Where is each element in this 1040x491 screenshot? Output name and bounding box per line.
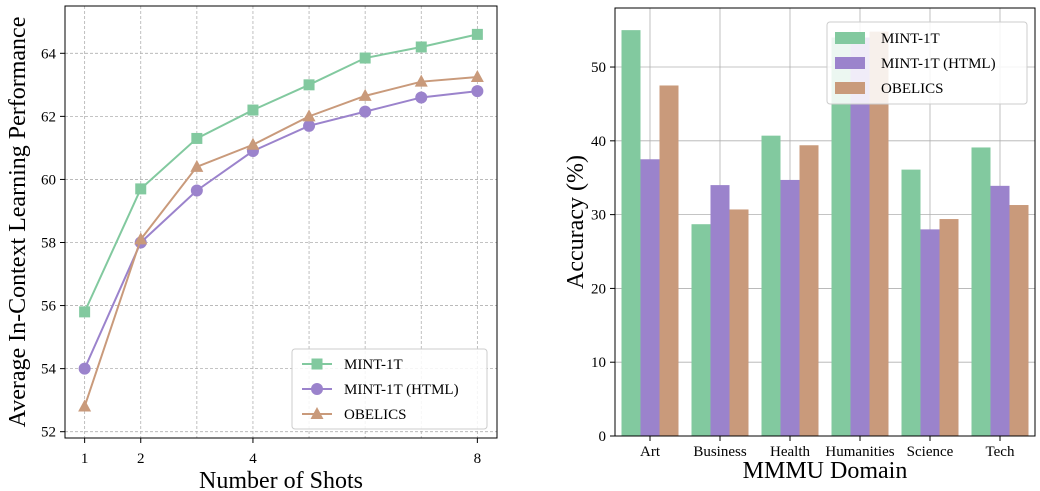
right-bar-series0-business [691,224,711,436]
right-bar-series1-art [640,159,660,436]
left-series-0-point [191,132,203,144]
right-bar-series1-health [780,179,800,436]
left-x-tick-label: 2 [137,451,145,467]
right-bar-series2-business [729,209,749,436]
left-legend-marker-0 [311,358,323,370]
left-series-2-point [246,137,260,150]
left-y-tick-label: 52 [41,425,56,441]
left-y-tick-label: 60 [41,172,56,188]
left-legend: MINT-1T MINT-1T (HTML) OBELICS [291,348,488,430]
bar-chart-mmmu: 0 10 20 30 40 50 Art Business Health Humanities Sc… [563,7,1036,484]
right-plot-frame [614,7,1036,437]
right-bar-series0-health [761,135,781,437]
left-series-1-point [359,105,372,118]
right-bar-series0-science [901,169,921,436]
right-ticks: 0 10 20 30 40 50 Art Business Health Humanities Sc… [591,60,1015,460]
right-legend-label-2: OBELICS [881,81,944,97]
left-series-0-point [135,183,147,195]
left-y-tick-label: 54 [41,362,57,378]
right-x-tick-label: Health [770,444,810,460]
left-ticks: 52 54 56 58 60 62 64 1 2 4 8 [41,46,481,467]
left-series-1-point [415,91,428,104]
right-bar-series2-humanities [869,31,889,436]
right-legend-label-0: MINT-1T [881,31,940,47]
left-y-tick-label: 64 [41,46,57,62]
right-y-tick-label: 0 [599,429,607,445]
right-y-axis-title: Accuracy (%) [563,155,589,289]
left-series-2-point [414,74,428,87]
left-legend-label-2: OBELICS [344,407,407,423]
right-y-tick-label: 50 [591,60,606,76]
left-y-tick-label: 62 [41,109,56,125]
right-y-tick-label: 10 [591,355,606,371]
right-legend-swatch-1 [835,57,865,69]
left-series-2-point [134,232,148,245]
left-series-0-point [415,41,427,53]
right-x-tick-label: Humanities [825,444,894,460]
right-y-tick-label: 40 [591,134,606,150]
left-plot-frame [64,5,498,439]
left-series-2-point [190,159,204,172]
left-series-line-1 [83,90,478,370]
left-x-tick-label: 8 [474,451,482,467]
left-x-tick-label: 1 [81,451,89,467]
right-bar-series0-humanities [831,37,851,436]
left-series-0-point [303,79,315,91]
right-x-tick-label: Tech [986,444,1015,460]
right-bar-series1-science [920,229,940,436]
left-series-line-0 [83,33,478,313]
right-bar-series2-science [939,219,959,436]
right-legend-box [826,21,1028,105]
right-bar-series0-art [621,30,641,436]
right-y-tick-label: 20 [591,281,606,297]
left-y-axis-title: Average In-Context Learning Performance [5,17,31,428]
left-series-1-point [303,119,316,132]
right-bars-group [621,30,1029,437]
right-x-tick-label: Business [693,444,747,460]
left-series-1-point [190,184,203,197]
left-series-2-point [470,69,484,82]
left-legend-box [291,348,488,430]
right-x-axis-title: MMMU Domain [743,458,908,484]
left-series-2-point [78,399,92,412]
right-legend-swatch-2 [835,82,865,94]
line-chart-shots: 52 54 56 58 60 62 64 1 2 4 8 Number of Shots Avera… [5,5,498,491]
left-series-0-point [359,52,371,64]
left-legend-marker-2 [310,407,324,419]
right-legend: MINT-1T MINT-1T (HTML) OBELICS [826,21,1028,105]
right-legend-swatch-0 [835,32,865,44]
right-bar-series0-tech [971,147,991,436]
left-legend-marker-1 [311,383,323,395]
right-x-tick-label: Science [907,444,954,460]
left-series-group [78,28,484,412]
left-legend-label-1: MINT-1T (HTML) [344,382,459,398]
left-series-2-point [358,88,372,101]
left-y-tick-label: 56 [41,299,57,315]
left-x-tick-label: 4 [249,451,257,467]
right-bar-series1-tech [990,185,1010,436]
left-series-0-point [471,28,483,40]
right-bar-series2-health [799,145,819,436]
right-y-tick-label: 30 [591,208,606,224]
left-legend-label-0: MINT-1T [344,357,403,373]
right-bar-series1-business [710,185,730,436]
left-series-1-point [471,85,484,98]
left-series-0-point [247,104,259,116]
right-bar-series2-tech [1009,205,1029,436]
left-series-2-point [302,109,316,122]
left-series-0-point [79,306,91,318]
left-y-tick-label: 58 [41,235,56,251]
left-series-line-2 [83,75,478,407]
left-x-axis-title: Number of Shots [199,468,363,491]
right-legend-label-1: MINT-1T (HTML) [881,56,996,72]
right-bar-series2-art [659,85,679,436]
right-bar-series1-humanities [850,37,870,436]
left-series-1-point [78,362,91,375]
right-x-tick-label: Art [640,444,661,460]
